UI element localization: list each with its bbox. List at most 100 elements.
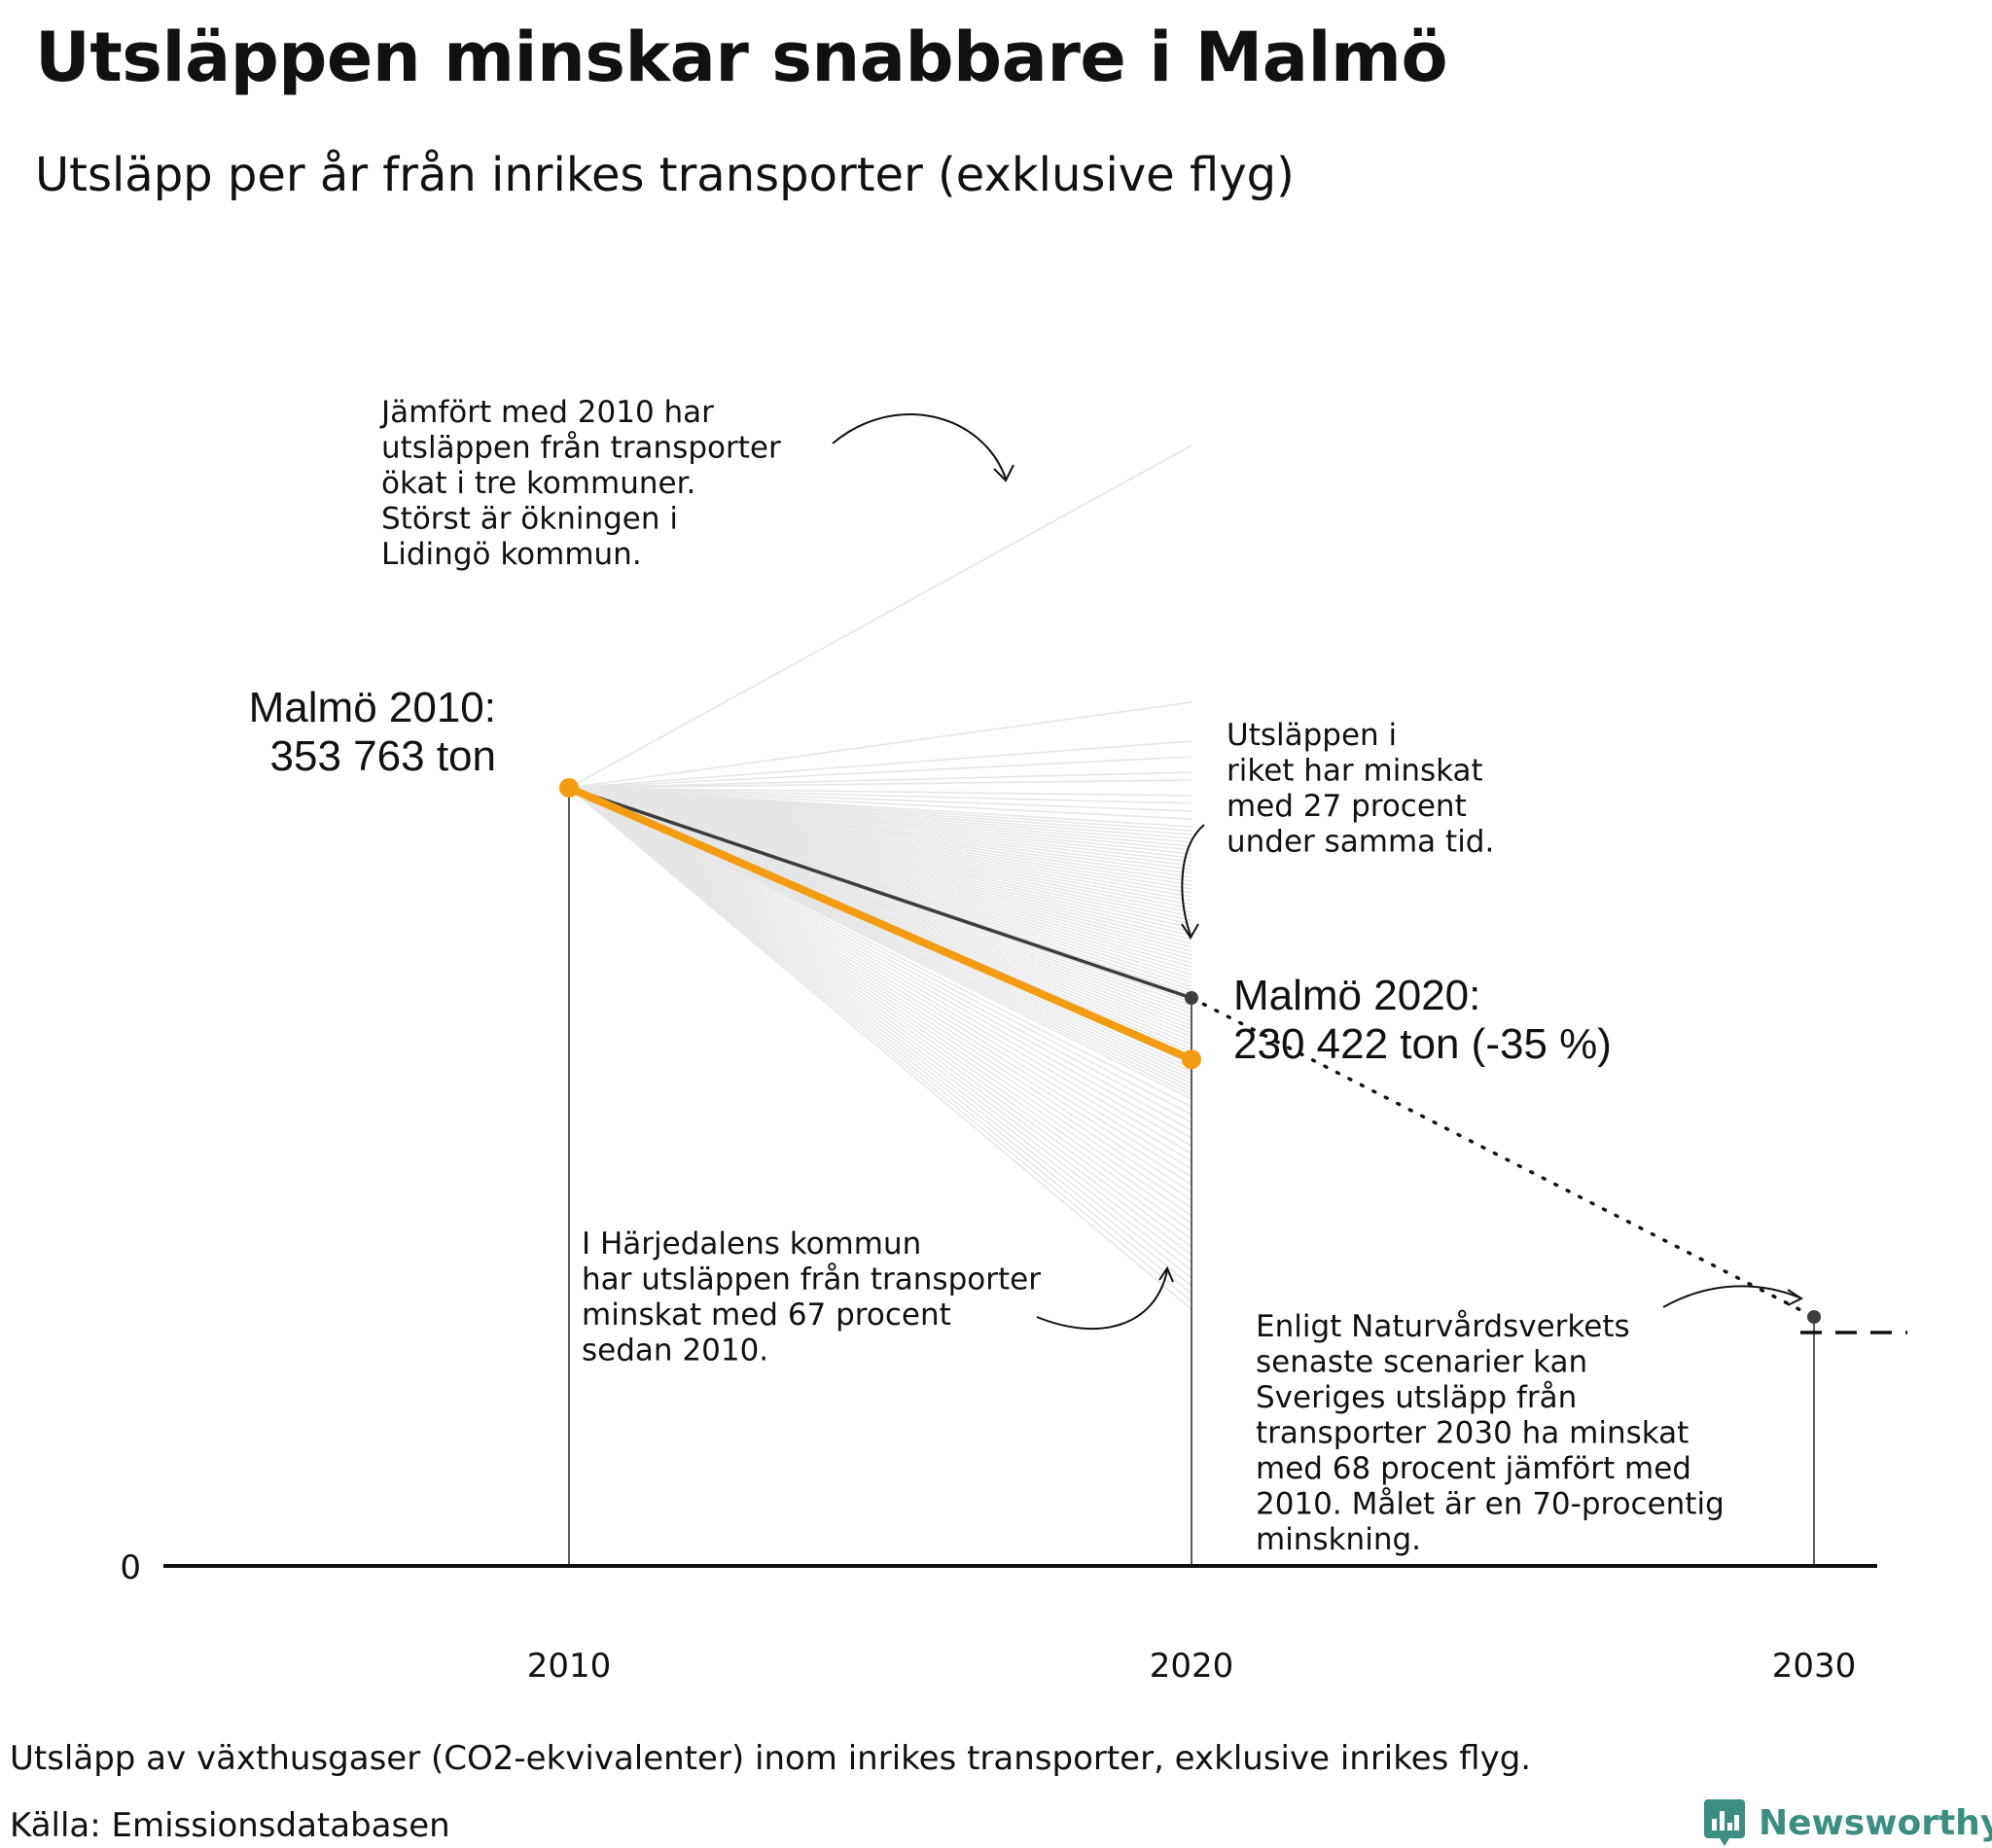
scenario-annotation-line: senaste scenarier kan (1256, 1345, 1587, 1380)
scenario-annotation-line: med 68 procent jämfört med (1256, 1451, 1691, 1486)
harjedalen-arrow (1036, 1269, 1168, 1330)
increase-annotation-line: Jämfört med 2010 har (379, 395, 714, 430)
harjedalen-annotation-line: I Härjedalens kommun (582, 1226, 921, 1262)
brand-name: Newsworthy (1759, 1802, 1992, 1843)
harjedalen-annotation-line: sedan 2010. (582, 1333, 768, 1368)
x-tick-label: 2020 (1150, 1647, 1234, 1686)
footnote: Utsläpp av växthusgaser (CO2-ekvivalente… (10, 1739, 1532, 1778)
municipality-line (568, 740, 1192, 789)
municipality-line (568, 787, 1192, 1178)
scenario-arrowhead (1787, 1289, 1804, 1306)
newsworthy-logo-icon (1704, 1799, 1745, 1846)
scenario-annotation: Enligt Naturvårdsverkets senaste scenarie… (1256, 1309, 1725, 1557)
source-note: Källa: Emissionsdatabasen (10, 1806, 450, 1845)
municipality-line (568, 787, 1192, 1263)
increase-arrow (832, 412, 1007, 480)
municipality-line (568, 787, 1192, 1193)
increase-annotation-line: ökat i tre kommuner. (381, 466, 695, 501)
municipality-line (568, 787, 1192, 1232)
increase-annotation-line: Störst är ökningen i (381, 502, 678, 537)
harjedalen-annotation-line: minskat med 67 procent (582, 1297, 951, 1333)
chart-subtitle: Utsläpp per år från inrikes transporter … (35, 148, 1295, 202)
national-arrowhead (1181, 923, 1199, 940)
scenario-annotation-line: Enligt Naturvårdsverkets (1256, 1309, 1630, 1344)
scenario-2030-point (1807, 1310, 1821, 1324)
municipality-line (568, 787, 1192, 1186)
municipality-line (568, 787, 1192, 1201)
brand-logo: Newsworthy (1704, 1797, 1992, 1848)
municipality-line (568, 787, 1192, 1139)
municipality-line (568, 787, 1192, 1279)
malmo-2010-point (559, 778, 579, 798)
national-annotation-line: Utsläppen i (1227, 718, 1397, 753)
municipality-line (568, 787, 1192, 1100)
municipality-line (568, 787, 1192, 1162)
national-annotation-line: riket har minskat (1227, 754, 1483, 789)
municipality-line (568, 787, 1192, 1256)
x-tick-label: 2030 (1772, 1647, 1857, 1686)
municipality-line (568, 787, 1192, 1302)
series-lines (559, 778, 1907, 1334)
increase-annotation: Jämfört med 2010 har utsläppen från trans… (379, 395, 781, 572)
harjedalen-arrowhead (1158, 1265, 1174, 1283)
national-annotation-line: under samma tid. (1227, 825, 1494, 860)
national-annotation-line: med 27 procent (1227, 789, 1467, 824)
municipality-line (568, 787, 1192, 1155)
municipality-line (568, 787, 1192, 797)
malmo-2020-label-line: 230 422 ton (-35 %) (1233, 1020, 1612, 1068)
scenario-annotation-line: 2010. Målet är en 70-procentig (1256, 1487, 1725, 1522)
x-tick-label: 2010 (527, 1647, 612, 1686)
scenario-annotation-line: transporter 2030 ha minskat (1256, 1416, 1689, 1451)
municipality-line (568, 701, 1192, 789)
scenario-annotation-line: minskning. (1256, 1522, 1421, 1557)
annotation-texts: Jämfört med 2010 har utsläppen från trans… (249, 395, 1725, 1557)
municipality-line (568, 787, 1192, 1271)
municipality-line (568, 787, 1192, 1116)
annotation-arrows (832, 412, 1804, 1330)
municipality-line (568, 787, 1192, 1209)
national-annotation: Utsläppen i riket har minskat med 27 proce… (1227, 718, 1494, 860)
municipality-line (568, 787, 1192, 1240)
municipality-line (568, 787, 1192, 1287)
x-axis: 0 2010 2020 2030 (120, 1548, 1877, 1686)
harjedalen-annotation: I Härjedalens kommun har utsläppen från t… (582, 1226, 1041, 1368)
chart-title: Utsläppen minskar snabbare i Malmö (35, 18, 1448, 97)
municipality-line (568, 787, 1192, 1225)
municipality-line (568, 787, 1192, 1295)
municipality-line (568, 787, 1192, 1248)
municipality-line (568, 779, 1192, 789)
increase-annotation-line: utsläppen från transporter (381, 431, 781, 466)
national-2020-point (1185, 991, 1198, 1005)
malmo-line (565, 784, 1195, 1064)
municipality-line (568, 787, 1192, 804)
national-arrow (1181, 824, 1205, 937)
national-line (568, 786, 1192, 1000)
municipality-line (568, 787, 1192, 1108)
malmo-2010-label: Malmö 2010: 353 763 ton (249, 684, 496, 780)
increase-arrowhead (993, 464, 1014, 482)
municipality-line (568, 787, 1192, 1123)
year-guides (568, 788, 1815, 1566)
municipality-line (568, 444, 1192, 789)
municipality-line (568, 771, 1192, 789)
malmo-2020-label: Malmö 2020: 230 422 ton (-35 %) (1233, 972, 1612, 1068)
municipality-line (568, 756, 1192, 789)
malmo-2020-point (1182, 1049, 1201, 1070)
malmo-2010-label-line: Malmö 2010: (249, 684, 496, 731)
scenario-arrow (1662, 1285, 1800, 1308)
municipality-line (568, 787, 1192, 1147)
harjedalen-annotation-line: har utsläppen från transporter (582, 1262, 1041, 1297)
municipality-line (568, 787, 1192, 812)
municipality-line (568, 787, 1192, 820)
y-tick-label: 0 (120, 1548, 141, 1587)
scenario-annotation-line: Sveriges utsläpp från (1256, 1380, 1577, 1415)
municipality-line (568, 787, 1192, 1131)
municipality-line (568, 787, 1192, 1217)
chart-area: 0 2010 2020 2030 Jämfört med 2010 har utsläp… (120, 395, 1907, 1686)
malmo-2010-label-line: 353 763 ton (270, 732, 496, 780)
municipality-line (568, 787, 1192, 1170)
municipality-lines (568, 444, 1192, 1310)
municipality-line (568, 787, 1192, 1310)
increase-annotation-line: Lidingö kommun. (381, 537, 642, 572)
malmo-2020-label-line: Malmö 2020: (1233, 972, 1480, 1019)
